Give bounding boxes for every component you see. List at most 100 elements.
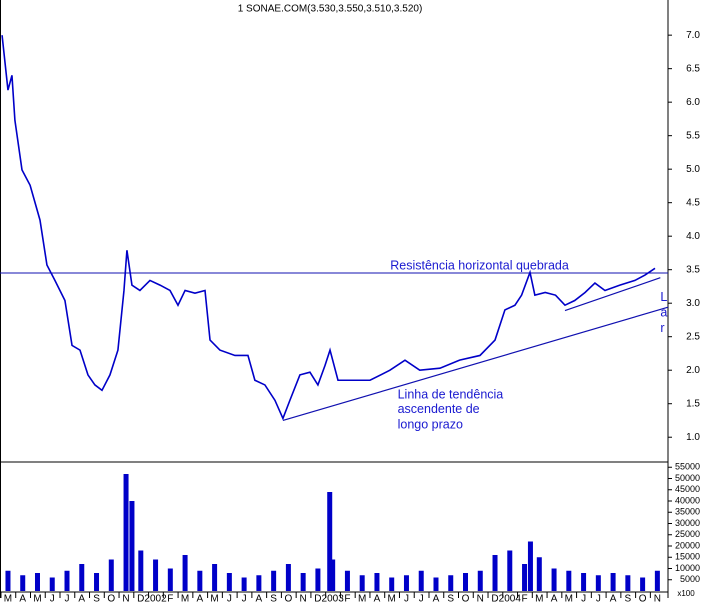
volume-bar (477, 570, 483, 591)
volume-bar (418, 570, 424, 591)
volume-bar (138, 550, 144, 591)
volume-bar (433, 577, 439, 591)
x-tick-label: J (242, 594, 247, 604)
volume-bar (448, 575, 454, 591)
x-tick-label: N (300, 594, 307, 604)
annotation: ascendente de (398, 402, 480, 416)
volume-bar (315, 568, 321, 591)
y-tick-label: 1.0 (686, 432, 700, 443)
volume-bar (300, 573, 306, 591)
volume-bar (330, 559, 336, 591)
volume-tick-label: 20000 (675, 540, 700, 550)
y-tick-label: 5.5 (686, 130, 700, 141)
volume-bar (463, 573, 469, 591)
volume-bar (34, 573, 40, 591)
x-tick-label: M (565, 594, 573, 604)
y-tick-label: 2.5 (686, 331, 700, 342)
y-tick-label: 6.5 (686, 63, 700, 74)
y-tick-label: 6.0 (686, 97, 700, 108)
x-tick-label: F (521, 594, 527, 604)
volume-bar (625, 575, 631, 591)
annotation: r (660, 321, 664, 335)
volume-bar (64, 570, 70, 591)
x-tick-label: A (19, 594, 26, 604)
volume-bar (49, 577, 55, 591)
x-tick-label: N (122, 594, 129, 604)
x-tick-label: O (639, 594, 647, 604)
x-tick-label: M (388, 594, 396, 604)
volume-bar (271, 570, 277, 591)
x-tick-label: M (535, 594, 543, 604)
annotation: longo prazo (398, 417, 463, 431)
volume-bar (492, 555, 498, 591)
price-line (1, 35, 656, 421)
x-tick-label: A (374, 594, 381, 604)
volume-bar (507, 550, 513, 591)
x-tick-label: D (491, 594, 498, 604)
volume-bar (581, 573, 587, 591)
volume-tick-label: 55000 (675, 462, 700, 472)
x-tick-label: O (107, 594, 115, 604)
y-tick-label: 3.0 (686, 298, 700, 309)
volume-bar (610, 573, 616, 591)
x-tick-label: 2002 (144, 594, 167, 604)
x-tick-label: A (551, 594, 558, 604)
x-tick-label: S (270, 594, 277, 604)
y-tick-label: 1.5 (686, 398, 700, 409)
x-tick-label: N (654, 594, 661, 604)
annotation: Resistência horizontal quebrada (390, 259, 569, 273)
x-tick-label: J (50, 594, 55, 604)
volume-bar (522, 564, 528, 591)
x-tick-label: J (581, 594, 586, 604)
volume-bar (129, 501, 135, 591)
x-tick-label: J (419, 594, 424, 604)
volume-bar (374, 573, 380, 591)
x-tick-label: J (65, 594, 70, 604)
volume-bar (94, 573, 100, 591)
x-tick-label: A (78, 594, 85, 604)
y-tick-label: 5.0 (686, 164, 700, 175)
annotation: Linha de tendência (398, 387, 504, 401)
volume-bar (212, 564, 218, 591)
volume-bar (403, 575, 409, 591)
x-tick-label: O (462, 594, 470, 604)
x-tick-label: 2004 (499, 594, 522, 604)
y-tick-label: 4.0 (686, 231, 700, 242)
volume-bar (123, 474, 129, 591)
annotation: L (660, 290, 667, 304)
volume-bar (654, 570, 660, 591)
volume-bar (536, 557, 542, 591)
volume-bar (167, 568, 173, 591)
x-tick-label: A (433, 594, 440, 604)
volume-tick-label: 25000 (675, 529, 700, 539)
x-tick-label: F (167, 594, 173, 604)
volume-unit: x100 (677, 589, 695, 598)
volume-bar (551, 568, 557, 591)
volume-bar (197, 570, 203, 591)
volume-bar (285, 564, 291, 591)
x-tick-label: O (285, 594, 293, 604)
volume-bar (226, 573, 232, 591)
volume-bar (640, 577, 646, 591)
x-tick-label: 2003 (322, 594, 345, 604)
volume-bar (153, 559, 159, 591)
x-tick-label: J (596, 594, 601, 604)
volume-bar (79, 564, 85, 591)
volume-bar (595, 575, 601, 591)
x-tick-label: A (610, 594, 617, 604)
chart-title: 1 SONAE.COM(3.530,3.550,3.510,3.520) (238, 4, 423, 15)
volume-tick-label: 5000 (680, 574, 700, 584)
x-tick-label: S (625, 594, 632, 604)
x-tick-label: S (447, 594, 454, 604)
y-tick-label: 2.0 (686, 365, 700, 376)
x-tick-label: N (477, 594, 484, 604)
volume-tick-label: 10000 (675, 563, 700, 573)
volume-bar (241, 577, 247, 591)
volume-bar (327, 492, 333, 591)
y-tick-label: 3.5 (686, 264, 700, 275)
volume-bar (566, 570, 572, 591)
y-tick-label: 4.5 (686, 197, 700, 208)
trend-line (564, 277, 661, 312)
